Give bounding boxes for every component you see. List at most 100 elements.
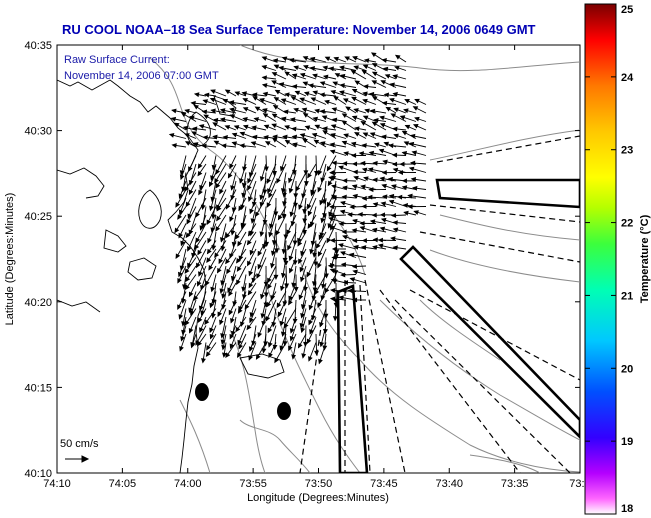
current-vector-head: [219, 108, 226, 113]
current-vector-head: [286, 229, 292, 236]
current-vector-head: [331, 255, 337, 260]
current-vector-head: [299, 97, 305, 103]
current-vector-head: [392, 227, 399, 233]
current-vector-head: [381, 170, 387, 176]
current-vector-head: [291, 134, 298, 140]
current-vector-head: [397, 170, 403, 175]
current-vector-head: [352, 238, 358, 244]
current-vector-head: [312, 116, 319, 122]
current-vector-head: [257, 264, 263, 270]
current-vector-head: [178, 209, 184, 216]
current-vector-head: [389, 97, 395, 103]
current-vector-head: [249, 312, 255, 318]
current-vector-head: [191, 126, 198, 132]
current-vector-head: [271, 123, 277, 129]
current-vector-head: [229, 333, 235, 340]
current-vector-head: [329, 142, 335, 148]
current-vector-head: [192, 142, 199, 147]
current-vector-head: [215, 169, 221, 175]
current-vector-head: [351, 115, 358, 121]
current-vector-head: [178, 314, 184, 320]
current-vector-head: [180, 336, 185, 342]
current-vector-head: [318, 358, 323, 365]
current-vector-head: [280, 272, 286, 279]
current-vector-head: [382, 194, 388, 200]
current-vector-head: [227, 287, 232, 293]
current-vector-head: [393, 133, 399, 139]
current-vector-head: [351, 228, 357, 233]
current-time: November 14, 2006 07:00 GMT: [64, 70, 219, 82]
x-tick-label: 73:50: [305, 478, 333, 490]
current-vector-head: [331, 107, 338, 113]
current-vector-head: [363, 84, 369, 90]
x-tick-label: 73:35: [501, 478, 529, 490]
current-vector-head: [210, 89, 216, 94]
current-vector-head: [338, 243, 344, 248]
current-vector-head: [281, 56, 288, 62]
colorbar-label: Temperature (°C): [639, 214, 651, 303]
current-vector-head: [290, 96, 297, 101]
current-vector-head: [247, 178, 252, 184]
current-vector-head: [248, 282, 254, 289]
current-vector-head: [323, 313, 329, 319]
current-vector-head: [184, 320, 190, 326]
x-tick-label: 74:05: [109, 478, 137, 490]
current-vector-head: [383, 141, 390, 147]
x-tick-label: 74:00: [174, 478, 202, 490]
current-vector-head: [201, 109, 208, 115]
current-vector-head: [203, 114, 209, 120]
current-vector-head: [394, 54, 401, 60]
current-vector-head: [272, 58, 279, 64]
current-vector-head: [403, 108, 409, 114]
current-vector-head: [214, 252, 220, 259]
current-vector-head: [332, 81, 338, 87]
current-vector-head: [261, 75, 267, 81]
current-vector-head: [324, 56, 331, 62]
current-vector-head: [338, 165, 344, 171]
current-vector-head: [297, 342, 303, 349]
current-vector-head: [303, 91, 310, 97]
current-vector-head: [175, 253, 181, 260]
current-vector-head: [180, 240, 186, 247]
current-vector-head: [409, 160, 416, 166]
current-vector-head: [320, 217, 326, 224]
current-vector-head: [328, 175, 334, 181]
current-vector-head: [353, 175, 359, 181]
current-vector-head: [266, 301, 272, 308]
current-vector-head: [261, 348, 267, 354]
current-vector-head: [360, 245, 367, 250]
current-vector-head: [364, 108, 370, 114]
current-vector-head: [273, 96, 280, 102]
current-vector-head: [288, 299, 293, 306]
current-vector-head: [195, 237, 201, 244]
current-vector-head: [309, 66, 316, 71]
current-vector-head: [391, 161, 398, 167]
current-vector-head: [331, 184, 337, 190]
current-vector-head: [247, 260, 252, 267]
current-vector-head: [342, 280, 349, 286]
current-vector-head: [250, 141, 257, 146]
current-vector-head: [271, 240, 277, 246]
current-vector-head: [319, 199, 324, 206]
current-vector-head: [330, 278, 337, 283]
current-vector-head: [327, 263, 333, 269]
current-vector-head: [302, 56, 309, 61]
current-vector-head: [322, 130, 328, 135]
current-vector-head: [293, 65, 299, 71]
current-vector-head: [393, 107, 399, 113]
current-vector-head: [270, 263, 275, 269]
current-vector-head: [372, 160, 378, 166]
current-vector-head: [225, 352, 231, 359]
current-vector-head: [224, 89, 231, 95]
current-vector-head: [179, 170, 185, 176]
current-vector-head: [210, 108, 216, 114]
current-vector-head: [182, 125, 189, 131]
current-vector-head: [209, 333, 215, 340]
current-vector-head: [230, 185, 235, 191]
current-vector-head: [339, 90, 345, 96]
current-vector-head: [373, 117, 379, 123]
current-vector-head: [319, 81, 326, 86]
current-vector-head: [266, 202, 272, 208]
current-vector-head: [313, 261, 319, 267]
current-vector-head: [197, 249, 203, 256]
